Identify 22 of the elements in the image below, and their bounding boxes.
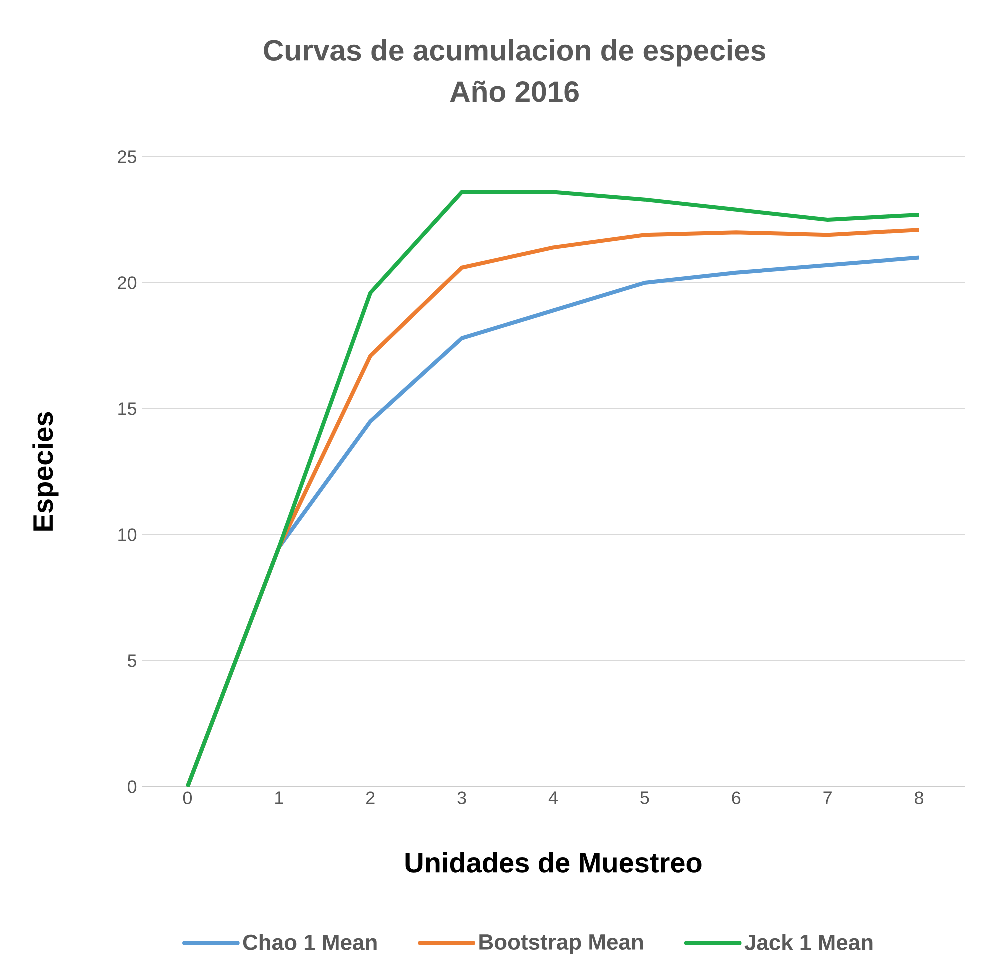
legend-label: Jack 1 Mean	[744, 934, 873, 950]
x-tick-label: 8	[915, 792, 924, 804]
y-tick-label: 15	[118, 402, 137, 416]
chart-subtitle: Año 2016	[450, 80, 579, 102]
x-tick-label: 5	[640, 792, 650, 804]
x-tick-label: 1	[276, 792, 284, 804]
y-tick-label: 0	[128, 780, 137, 794]
x-tick-label: 0	[183, 792, 192, 804]
y-tick-label: 5	[128, 654, 137, 668]
y-tick-label: 25	[118, 150, 137, 164]
x-tick-label: 4	[548, 792, 558, 804]
x-tick-label: 7	[824, 792, 832, 804]
x-tick-label: 6	[732, 792, 741, 804]
y-axis-title: Especies	[32, 412, 59, 531]
x-tick-label: 3	[458, 792, 466, 804]
y-tick-label: 10	[118, 528, 137, 542]
legend-label: Bootstrap Mean	[480, 934, 644, 954]
y-tick-label: 20	[118, 276, 137, 290]
x-axis-title: Unidades de Muestreo	[406, 852, 702, 873]
x-tick-label: 2	[366, 792, 375, 804]
chart-title: Curvas de acumulacion de especies	[264, 39, 766, 67]
legend-label: Chao 1 Mean	[243, 934, 377, 950]
